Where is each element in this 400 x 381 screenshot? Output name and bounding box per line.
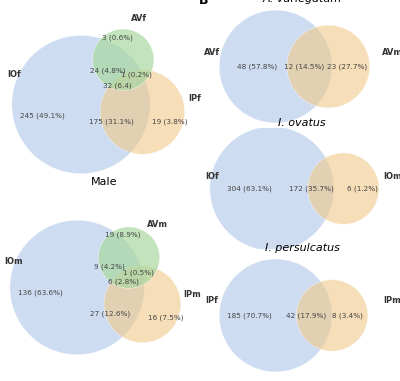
- Text: 1 (0.5%): 1 (0.5%): [123, 269, 154, 276]
- Text: IPm: IPm: [383, 296, 400, 306]
- Text: 136 (63.6%): 136 (63.6%): [18, 290, 63, 296]
- Text: 42 (17.9%): 42 (17.9%): [286, 312, 326, 319]
- Text: IOm: IOm: [383, 172, 400, 181]
- Text: 16 (7.5%): 16 (7.5%): [148, 314, 183, 321]
- Text: 24 (4.8%): 24 (4.8%): [90, 68, 126, 74]
- Ellipse shape: [219, 259, 332, 372]
- Text: AVm: AVm: [147, 219, 168, 229]
- Text: 19 (8.9%): 19 (8.9%): [106, 232, 141, 239]
- Text: AVm: AVm: [382, 48, 400, 56]
- Text: 32 (6.4): 32 (6.4): [103, 83, 132, 89]
- Text: B: B: [198, 0, 208, 7]
- Text: 12 (14.5%): 12 (14.5%): [284, 63, 324, 70]
- Text: 19 (3.8%): 19 (3.8%): [152, 118, 187, 125]
- Ellipse shape: [296, 280, 368, 351]
- Text: IPm: IPm: [184, 290, 201, 299]
- Text: 1 (0.2%): 1 (0.2%): [121, 71, 152, 78]
- Title: Male: Male: [91, 177, 117, 187]
- Text: 185 (70.7%): 185 (70.7%): [227, 312, 272, 319]
- Text: 27 (12.6%): 27 (12.6%): [90, 311, 130, 317]
- Text: IOf: IOf: [7, 70, 21, 79]
- Title: A. variegatum: A. variegatum: [262, 0, 342, 4]
- Ellipse shape: [92, 29, 154, 90]
- Text: 23 (27.7%): 23 (27.7%): [327, 63, 367, 70]
- Text: AVf: AVf: [130, 14, 147, 23]
- Title: I. persulcatus: I. persulcatus: [264, 243, 340, 253]
- Text: 304 (63.1%): 304 (63.1%): [227, 185, 272, 192]
- Text: 3 (0.6%): 3 (0.6%): [102, 34, 133, 41]
- Text: 48 (57.8%): 48 (57.8%): [237, 63, 277, 70]
- Text: AVf: AVf: [204, 48, 220, 56]
- Ellipse shape: [219, 10, 332, 123]
- Text: IOm: IOm: [4, 257, 23, 266]
- Text: 172 (35.7%): 172 (35.7%): [289, 185, 334, 192]
- Ellipse shape: [287, 25, 370, 108]
- Text: 6 (2.8%): 6 (2.8%): [108, 279, 139, 285]
- Ellipse shape: [308, 153, 379, 224]
- Title: I. ovatus: I. ovatus: [278, 118, 326, 128]
- Ellipse shape: [10, 220, 144, 355]
- Text: 6 (1.2%): 6 (1.2%): [347, 185, 378, 192]
- Ellipse shape: [210, 126, 334, 251]
- Ellipse shape: [100, 70, 185, 154]
- Text: IPf: IPf: [188, 94, 201, 104]
- Ellipse shape: [104, 266, 181, 343]
- Text: 9 (4.2%): 9 (4.2%): [94, 264, 125, 270]
- Text: 245 (49.1%): 245 (49.1%): [20, 112, 65, 119]
- Text: IPf: IPf: [205, 296, 218, 306]
- Text: IOf: IOf: [205, 172, 219, 181]
- Text: 8 (3.4%): 8 (3.4%): [332, 312, 362, 319]
- Text: 175 (31.1%): 175 (31.1%): [89, 118, 134, 125]
- Ellipse shape: [12, 35, 150, 174]
- Ellipse shape: [98, 227, 160, 288]
